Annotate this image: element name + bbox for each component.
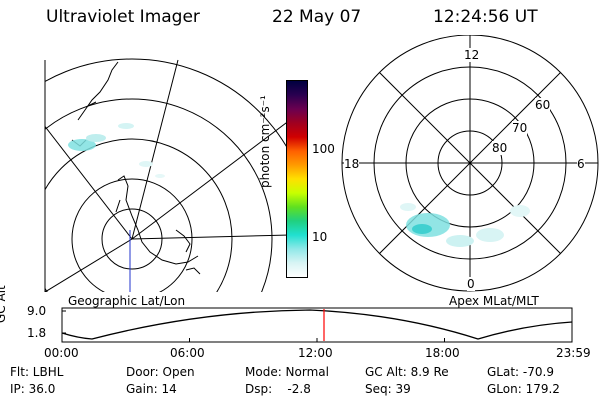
dsp-readout: Dsp: -2.8 [245,382,311,396]
mlat-label-70: 70 [512,121,528,135]
lat-circle [45,138,233,292]
mlat-label-60: 60 [535,98,551,112]
mode-readout: Mode: Normal [245,365,329,379]
coastline [115,175,199,265]
apex-polar-map [341,35,599,292]
orbit-xtick-1800: 18:00 [425,346,460,360]
orbit-ytick-1-8: 1.8 [27,326,47,340]
mlt-label-0: 0 [467,277,475,291]
orbit-xtick-1200: 12:00 [298,346,333,360]
date-label: 22 May 07 [272,7,362,27]
orbit-xtick-0600: 06:00 [170,346,205,360]
altitude-curve [61,309,573,340]
colorbar-unit-label: photon cm⁻²s⁻¹ [258,95,272,188]
lat-circle [45,98,273,292]
seq-readout: Seq: 39 [365,382,411,396]
apex-map-label: Apex MLat/MLT [449,294,539,308]
orbit-ytick-9: 9.0 [27,304,47,318]
colorbar-tick-100: 100 [312,142,335,156]
mlat-label-80: 80 [492,141,508,155]
filter-readout: Flt: LBHL [10,365,64,379]
orbit-plot-ticks [61,310,573,342]
door-readout: Door: Open [126,365,195,379]
glat-readout: GLat: -70.9 [487,365,554,379]
coastline [77,61,119,121]
coastline [185,267,201,275]
orbit-plot-ylabel: GC Alt [0,285,8,323]
geographic-map [44,58,290,292]
mlt-label-6: 6 [577,157,585,171]
orbit-plot-frame [61,307,573,343]
meridian [131,234,290,240]
orbit-xtick-0000: 00:00 [44,346,79,360]
gc-alt-readout: GC Alt: 8.9 Re [365,365,449,379]
orbit-xtick-2359: 23:59 [556,346,591,360]
meridian [45,125,133,240]
mlt-label-18: 18 [344,157,360,171]
instrument-title: Ultraviolet Imager [46,7,200,27]
ip-readout: IP: 36.0 [10,382,56,396]
meridian [131,119,290,240]
geographic-map-label: Geographic Lat/Lon [68,294,186,308]
mlt-label-12: 12 [464,48,480,62]
gain-readout: Gain: 14 [126,382,177,396]
meridian [45,238,133,292]
meridian [131,59,179,240]
orbit-altitude-plot [61,307,573,343]
colorbar [286,80,308,278]
lat-circle [101,208,163,270]
lat-circle [71,178,193,292]
time-label: 12:24:56 UT [433,7,538,27]
coastline [175,229,191,253]
colorbar-tick-10: 10 [312,230,328,244]
glon-readout: GLon: 179.2 [487,382,560,396]
lat-circle [45,58,290,154]
